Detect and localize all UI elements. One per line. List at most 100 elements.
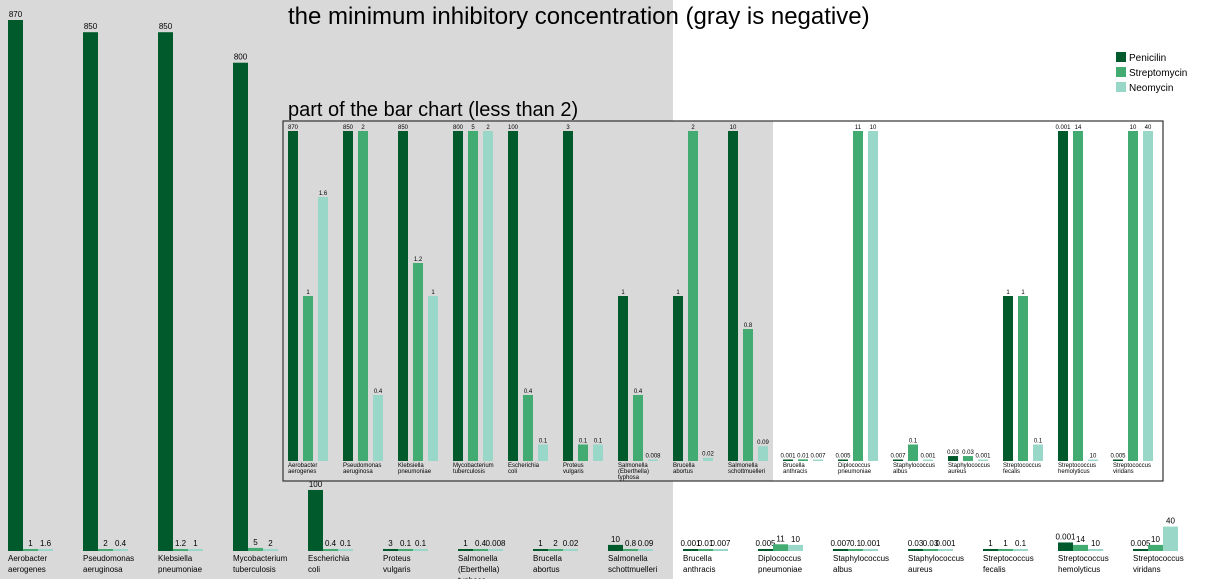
inset-bar-brucella-anthracis-streptomycin xyxy=(798,459,808,461)
bar-brucella-abortus-penicilin xyxy=(533,549,548,551)
legend-swatch-streptomycin xyxy=(1116,67,1126,77)
category-label-salmonella-eberthella-typhosa-line2: (Eberthella) xyxy=(458,565,500,574)
inset-category-label-streptococcus-hemolyticus: Streptococcus xyxy=(1058,463,1096,469)
inset-value-label-klebsiella-pneumoniae-penicilin: 850 xyxy=(398,125,409,131)
category-label-staphylococcus-albus: Staphylococcus xyxy=(833,554,889,563)
value-label-staphylococcus-albus-penicilin: 0.007 xyxy=(830,539,851,548)
inset-category-label-mycobacterium-tuberculosis: Mycobacterium xyxy=(453,463,494,469)
bar-streptococcus-hemolyticus-streptomycin xyxy=(1073,544,1088,551)
bar-salmonella-eberthella-typhosa-streptomycin xyxy=(473,549,488,551)
inset-value-label-streptococcus-viridans-streptomycin: 10 xyxy=(1130,125,1137,131)
inset-value-label-mycobacterium-tuberculosis-neomycin: 2 xyxy=(486,125,490,131)
value-label-staphylococcus-aureus-penicilin: 0.03 xyxy=(908,539,924,548)
inset-value-label-brucella-abortus-streptomycin: 2 xyxy=(691,125,695,131)
inset-bar-streptococcus-fecalis-neomycin xyxy=(1033,444,1043,461)
inset-bar-aerobacter-aerogenes-neomycin xyxy=(318,197,328,461)
inset-category-label-diplococcus-pneumoniae: Diplococcus xyxy=(838,463,870,469)
bar-diplococcus-pneumoniae-neomycin xyxy=(788,544,803,551)
bar-brucella-anthracis-penicilin xyxy=(683,549,698,551)
bar-aerobacter-aerogenes-neomycin xyxy=(38,549,53,551)
inset-category-label-diplococcus-pneumoniae-line2: pneumoniae xyxy=(838,469,872,475)
inset-bar-salmonella-schottmuelleri-streptomycin xyxy=(743,329,753,461)
inset-bar-salmonella-schottmuelleri-penicilin xyxy=(728,131,738,461)
inset-value-label-brucella-anthracis-neomycin: 0.007 xyxy=(810,454,826,460)
category-label-salmonella-schottmuelleri: Salmonella xyxy=(608,554,648,563)
value-label-streptococcus-viridans-streptomycin: 10 xyxy=(1151,535,1160,544)
category-label-streptococcus-hemolyticus-line2: hemolyticus xyxy=(1058,565,1100,574)
value-label-salmonella-schottmuelleri-neomycin: 0.09 xyxy=(638,539,654,548)
inset-category-label-streptococcus-hemolyticus-line2: hemolyticus xyxy=(1058,469,1090,475)
bar-brucella-abortus-streptomycin xyxy=(548,549,563,551)
inset-category-label-streptococcus-viridans: Streptococcus xyxy=(1113,463,1151,469)
inset-bar-klebsiella-pneumoniae-neomycin xyxy=(428,296,438,461)
inset-value-label-proteus-vulgaris-neomycin: 0.1 xyxy=(594,439,603,445)
value-label-aerobacter-aerogenes-streptomycin: 1 xyxy=(28,539,33,548)
inset-value-label-proteus-vulgaris-penicilin: 3 xyxy=(566,125,570,131)
inset-category-label-mycobacterium-tuberculosis-line2: tuberculosis xyxy=(453,469,485,475)
bar-mycobacterium-tuberculosis-penicilin xyxy=(233,62,248,552)
bar-aerobacter-aerogenes-streptomycin xyxy=(23,549,38,551)
inset-category-label-aerobacter-aerogenes-line2: aerogenes xyxy=(288,469,316,475)
value-label-streptococcus-fecalis-streptomycin: 1 xyxy=(1003,539,1008,548)
inset-value-label-diplococcus-pneumoniae-neomycin: 10 xyxy=(870,125,877,131)
inset-bar-proteus-vulgaris-penicilin xyxy=(563,131,573,461)
category-label-klebsiella-pneumoniae-line2: pneumoniae xyxy=(158,565,203,574)
bar-streptococcus-fecalis-penicilin xyxy=(983,549,998,551)
inset-category-label-brucella-abortus-line2: abortus xyxy=(673,469,693,475)
value-label-proteus-vulgaris-penicilin: 3 xyxy=(388,539,393,548)
category-label-brucella-anthracis-line2: anthracis xyxy=(683,565,715,574)
value-label-pseudomonas-aeruginosa-penicilin: 850 xyxy=(84,22,98,31)
value-label-brucella-anthracis-streptomycin: 0.01 xyxy=(698,539,714,548)
category-label-escherichia-coli: Escherichia xyxy=(308,554,350,563)
inset-value-label-aerobacter-aerogenes-streptomycin: 1 xyxy=(306,290,310,296)
legend-swatch-penicilin xyxy=(1116,52,1126,62)
inset-value-label-aerobacter-aerogenes-neomycin: 1.6 xyxy=(319,191,328,197)
inset-bar-salmonella-eberthella-typhosa-streptomycin xyxy=(633,395,643,461)
value-label-streptococcus-fecalis-penicilin: 1 xyxy=(988,539,993,548)
inset-bar-streptococcus-viridans-neomycin xyxy=(1143,131,1153,461)
inset-category-label-streptococcus-fecalis-line2: fecalis xyxy=(1003,469,1020,475)
inset-bar-klebsiella-pneumoniae-penicilin xyxy=(398,131,408,461)
bar-brucella-abortus-neomycin xyxy=(563,549,578,551)
value-label-streptococcus-viridans-neomycin: 40 xyxy=(1166,517,1175,526)
bar-escherichia-coli-neomycin xyxy=(338,549,353,551)
category-label-staphylococcus-aureus-line2: aureus xyxy=(908,565,932,574)
inset-value-label-staphylococcus-albus-penicilin: 0.007 xyxy=(890,454,906,460)
inset-bar-klebsiella-pneumoniae-streptomycin xyxy=(413,263,423,461)
inset-bar-staphylococcus-aureus-neomycin xyxy=(978,459,988,461)
value-label-staphylococcus-aureus-streptomycin: 0.03 xyxy=(923,539,939,548)
inset-bar-diplococcus-pneumoniae-penicilin xyxy=(838,459,848,461)
inset-bar-salmonella-eberthella-typhosa-neomycin xyxy=(648,459,658,461)
inset-category-label-streptococcus-fecalis: Streptococcus xyxy=(1003,463,1041,469)
inset-value-label-staphylococcus-aureus-neomycin: 0.001 xyxy=(975,454,991,460)
inset-value-label-pseudomonas-aeruginosa-streptomycin: 2 xyxy=(361,125,365,131)
value-label-pseudomonas-aeruginosa-neomycin: 0.4 xyxy=(115,539,127,548)
inset-category-label-staphylococcus-aureus: Staphylococcus xyxy=(948,463,990,469)
inset-value-label-diplococcus-pneumoniae-streptomycin: 11 xyxy=(855,125,862,131)
inset-category-label-pseudomonas-aeruginosa: Pseudomonas xyxy=(343,463,381,469)
inset-category-label-staphylococcus-albus: Staphylococcus xyxy=(893,463,935,469)
inset-value-label-salmonella-eberthella-typhosa-neomycin: 0.008 xyxy=(645,454,661,460)
value-label-escherichia-coli-penicilin: 100 xyxy=(309,480,323,489)
value-label-salmonella-eberthella-typhosa-streptomycin: 0.4 xyxy=(475,539,487,548)
inset-bar-aerobacter-aerogenes-streptomycin xyxy=(303,296,313,461)
inset-category-label-salmonella-schottmuelleri-line2: schottmuelleri xyxy=(728,469,765,475)
value-label-diplococcus-pneumoniae-streptomycin: 11 xyxy=(776,534,785,543)
inset-value-label-escherichia-coli-penicilin: 100 xyxy=(508,125,519,131)
bar-proteus-vulgaris-streptomycin xyxy=(398,549,413,551)
value-label-salmonella-eberthella-typhosa-penicilin: 1 xyxy=(463,539,468,548)
inset-value-label-brucella-abortus-penicilin: 1 xyxy=(676,290,680,296)
category-label-escherichia-coli-line2: coli xyxy=(308,565,320,574)
category-label-proteus-vulgaris-line2: vulgaris xyxy=(383,565,411,574)
inset-value-label-streptococcus-hemolyticus-penicilin: 0.001 xyxy=(1055,125,1071,131)
inset-bar-proteus-vulgaris-streptomycin xyxy=(578,444,588,461)
category-label-proteus-vulgaris: Proteus xyxy=(383,554,411,563)
inset-category-label-klebsiella-pneumoniae-line2: pneumoniae xyxy=(398,469,432,475)
inset-category-label-salmonella-schottmuelleri: Salmonella xyxy=(728,463,758,469)
value-label-escherichia-coli-streptomycin: 0.4 xyxy=(325,539,337,548)
category-label-pseudomonas-aeruginosa-line2: aeruginosa xyxy=(83,565,123,574)
category-label-mycobacterium-tuberculosis-line2: tuberculosis xyxy=(233,565,276,574)
value-label-brucella-anthracis-neomycin: 0.007 xyxy=(710,539,731,548)
